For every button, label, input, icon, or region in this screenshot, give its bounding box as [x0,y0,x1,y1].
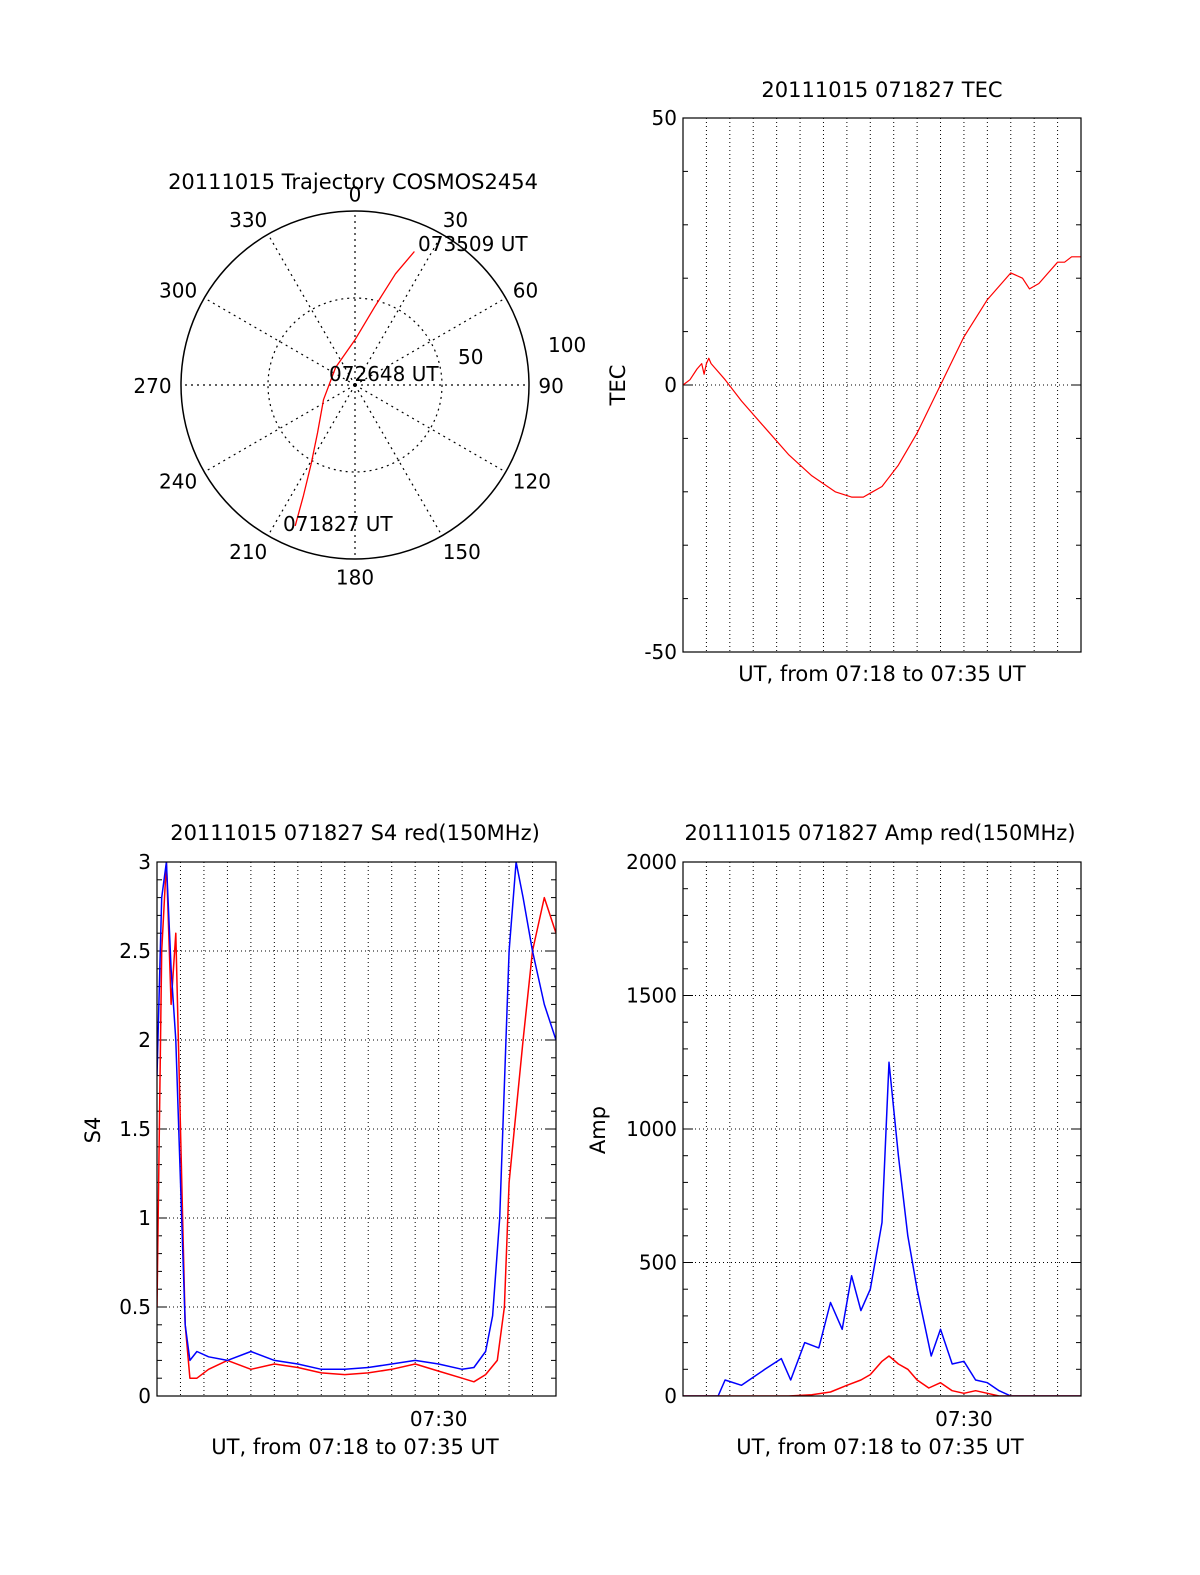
s4-ytick-label: 2.5 [119,939,151,963]
s4-frame [156,861,557,1397]
polar-outer-circle [180,210,530,560]
amp-series-red [683,1355,1081,1396]
tec-frame [682,117,1082,653]
tec-panel: 20111015 071827 TEC UT, from 07:18 to 07… [606,78,1082,686]
amp-ytick-label: 1500 [626,984,677,1008]
tec-ytick-label: 50 [652,106,677,130]
s4-series-red [157,862,556,1383]
polar-spoke [354,384,506,473]
polar-angle-label: 90 [538,374,563,398]
polar-ring [267,297,443,473]
polar-spoke [267,234,356,386]
s4-title: 20111015 071827 S4 red(150MHz) [170,821,540,845]
polar-spoke [354,384,443,536]
amp-frame [682,861,1082,1397]
tec-series-red [683,256,1081,498]
amp-ytick-label: 1000 [626,1117,677,1141]
polar-radius-label: 50 [458,345,483,369]
s4-ylabel: S4 [81,1117,105,1144]
trajectory-title: 20111015 Trajectory COSMOS2454 [168,170,538,194]
polar-spoke [204,384,356,473]
polar-radius-label: 100 [548,333,586,357]
polar-spoke [204,297,356,386]
trajectory-annotation: 071827 UT [283,512,393,536]
amp-panel: 20111015 071827 Amp red(150MHz) UT, from… [586,821,1082,1459]
amp-ytick-label: 0 [664,1384,677,1408]
polar-spoke [267,384,356,536]
s4-xtick-label: 07:30 [410,1407,468,1431]
tec-ytick-label: -50 [644,640,677,664]
tec-title: 20111015 071827 TEC [761,78,1002,102]
polar-spoke [354,234,443,386]
s4-series-blue [157,862,556,1371]
amp-xtick-label: 07:30 [935,1407,993,1431]
amp-series-blue [683,1061,1081,1396]
polar-angle-label: 330 [229,208,267,232]
trajectory-annotation: 072648 UT [329,362,439,386]
amp-ytick-label: 2000 [626,850,677,874]
trajectory-annotation: 073509 UT [418,232,528,256]
polar-angle-label: 300 [159,278,197,302]
tec-xlabel: UT, from 07:18 to 07:35 UT [738,662,1026,686]
trajectory-track [294,251,415,527]
s4-ytick-label: 1.5 [119,1117,151,1141]
polar-angle-label: 210 [229,540,267,564]
tec-ylabel: TEC [606,365,630,407]
polar-angle-label: 150 [443,540,481,564]
amp-ylabel: Amp [586,1106,610,1154]
polar-angle-label: 120 [513,470,551,494]
s4-panel: 20111015 071827 S4 red(150MHz) UT, from … [81,821,557,1459]
polar-angle-label: 30 [443,208,468,232]
amp-title: 20111015 071827 Amp red(150MHz) [684,821,1075,845]
polar-angle-label: 240 [159,470,197,494]
tec-ytick-label: 0 [664,373,677,397]
s4-xlabel: UT, from 07:18 to 07:35 UT [211,1435,499,1459]
s4-ytick-label: 1 [138,1206,151,1230]
s4-ytick-label: 2 [138,1028,151,1052]
s4-ytick-label: 0 [138,1384,151,1408]
amp-xlabel: UT, from 07:18 to 07:35 UT [736,1435,1024,1459]
amp-ytick-label: 500 [639,1251,677,1275]
polar-angle-label: 270 [133,374,171,398]
polar-angle-label: 60 [513,278,538,302]
polar-angle-label: 0 [349,183,362,207]
trajectory-panel: 20111015 Trajectory COSMOS2454 0 30 60 90 12… [133,170,586,589]
polar-angle-label: 180 [336,565,374,589]
polar-spoke [354,297,506,386]
s4-ytick-label: 0.5 [119,1295,151,1319]
s4-ytick-label: 3 [138,850,151,874]
